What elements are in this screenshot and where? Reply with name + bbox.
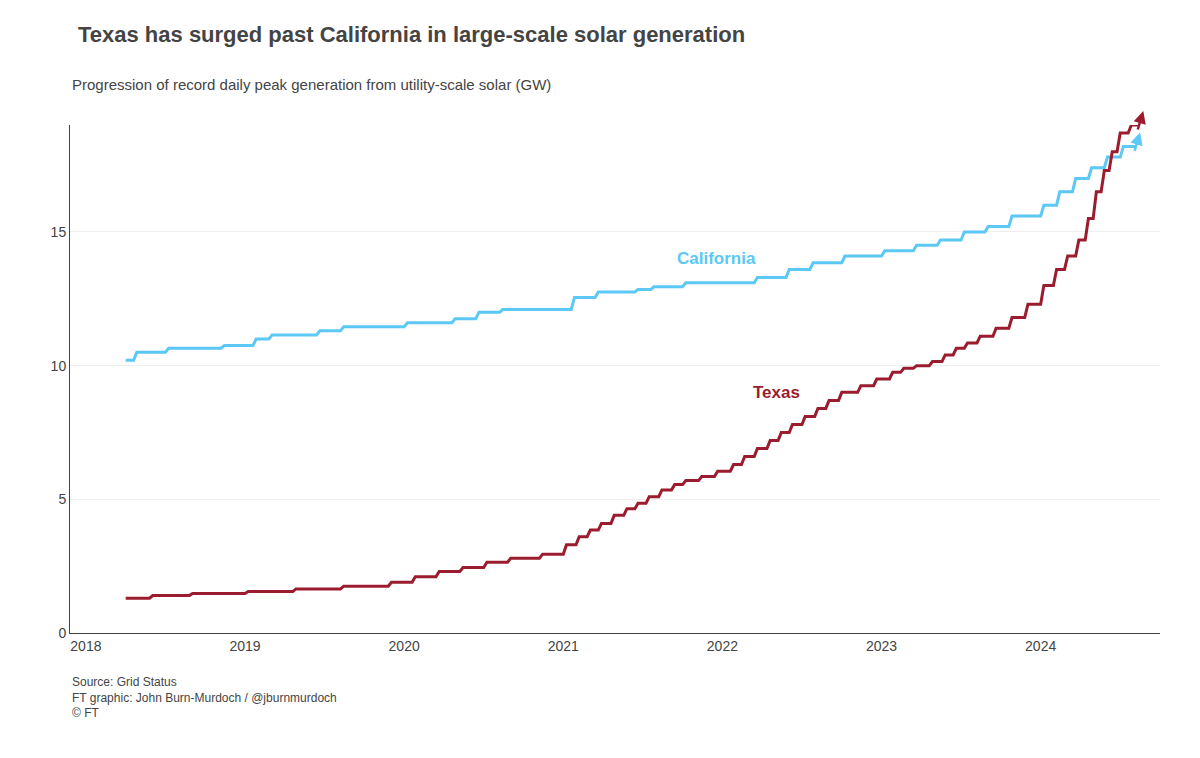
svg-text:0: 0 <box>58 625 66 641</box>
svg-text:Texas: Texas <box>753 383 800 402</box>
svg-text:2018: 2018 <box>70 638 101 654</box>
svg-text:15: 15 <box>51 224 67 240</box>
svg-text:2024: 2024 <box>1025 638 1056 654</box>
svg-text:2019: 2019 <box>229 638 260 654</box>
svg-text:2021: 2021 <box>548 638 579 654</box>
svg-text:California: California <box>677 249 756 268</box>
svg-text:Texas has surged past Californ: Texas has surged past California in larg… <box>78 22 745 47</box>
svg-text:Progression of record daily pe: Progression of record daily peak generat… <box>72 76 551 93</box>
svg-text:5: 5 <box>58 491 66 507</box>
svg-text:Source: Grid StatusFT graphic:: Source: Grid StatusFT graphic: John Burn… <box>72 675 337 720</box>
svg-text:2022: 2022 <box>707 638 738 654</box>
svg-text:10: 10 <box>51 358 67 374</box>
svg-text:2023: 2023 <box>866 638 897 654</box>
svg-text:2020: 2020 <box>389 638 420 654</box>
